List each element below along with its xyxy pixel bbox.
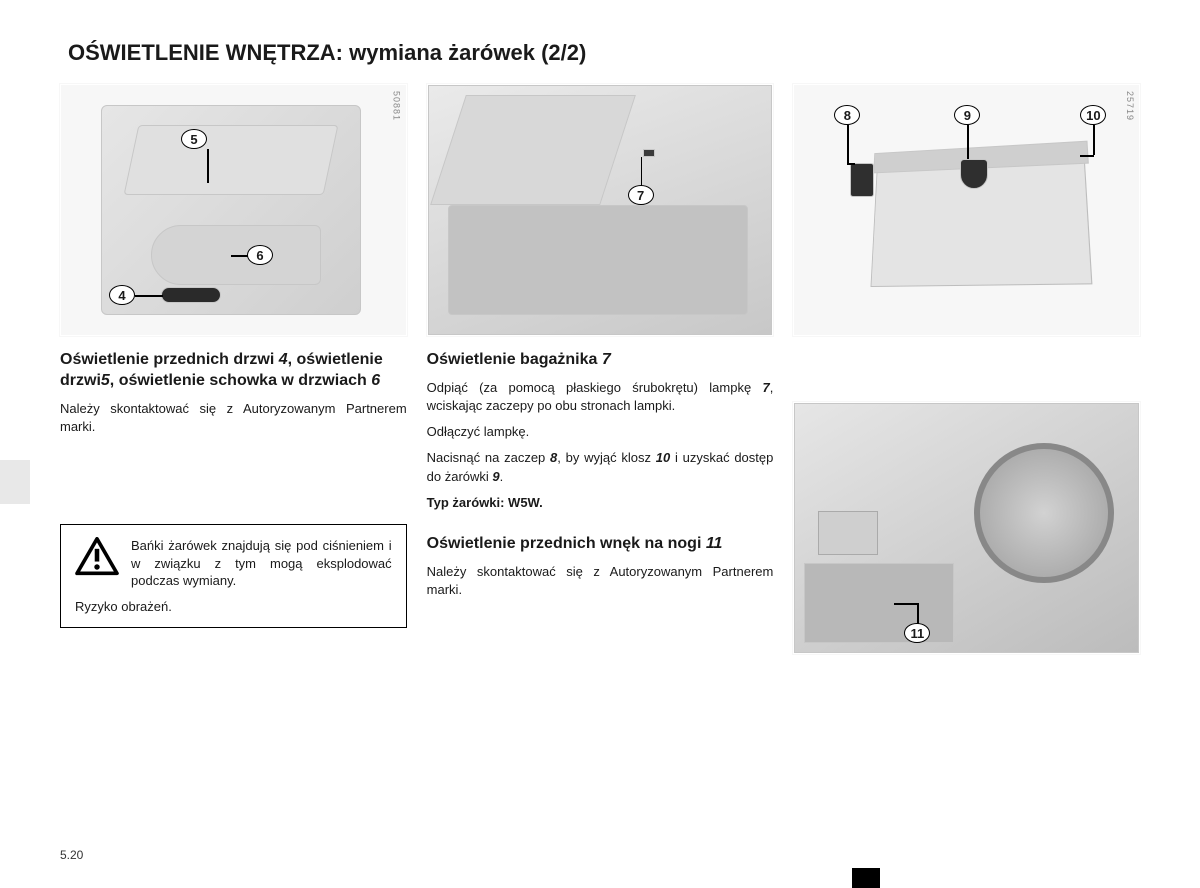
- column-1: 50881 5 6 4 Oświetlenie przednich drzwi …: [60, 84, 407, 668]
- page-number: 5.20: [60, 848, 83, 862]
- callout-5: 5: [181, 129, 207, 149]
- figure-code: 25719: [1125, 91, 1135, 121]
- warning-text-top: Bańki żarówek znajdują się pod ciśnienie…: [131, 537, 392, 590]
- side-tab: [0, 460, 30, 504]
- trunk-p4: Typ żarówki: W5W.: [427, 494, 774, 512]
- trunk-p2: Odłączyć lampkę.: [427, 423, 774, 441]
- figure-trunk: 50957 7: [427, 84, 774, 336]
- warning-text-bottom: Ryzyko obrażeń.: [75, 598, 392, 616]
- content-columns: 50881 5 6 4 Oświetlenie przednich drzwi …: [60, 84, 1140, 668]
- callout-6: 6: [247, 245, 273, 265]
- callout-8: 8: [834, 105, 860, 125]
- figure-door: 50881 5 6 4: [60, 84, 407, 336]
- figure-lamp-unit: 25719 8 9 10: [793, 84, 1140, 336]
- column-2: 50957 7 Oświetlenie bagażnika 7 Odpiąć (…: [427, 84, 774, 668]
- body-door-lights: Należy skontaktować się z Autoryzowanym …: [60, 400, 407, 436]
- figure-code: 50881: [392, 91, 402, 121]
- footwell-p: Należy skontaktować się z Autoryzowanym …: [427, 563, 774, 599]
- figure-footwell: 50978 11: [793, 402, 1140, 654]
- page-title: OŚWIETLENIE WNĘTRZA: wymiana żarówek (2/…: [68, 40, 1140, 66]
- trunk-p3: Nacisnąć na zaczep 8, by wyjąć klosz 10 …: [427, 449, 774, 485]
- heading-trunk-light: Oświetlenie bagażnika 7: [427, 350, 774, 371]
- warning-icon: [75, 537, 119, 577]
- heading-door-lights: Oświetlenie przednich drzwi 4, oświetlen…: [60, 350, 407, 392]
- heading-footwell-light: Oświetlenie przednich wnęk na nogi 11: [427, 534, 774, 555]
- warning-box: Bańki żarówek znajdują się pod ciśnienie…: [60, 524, 407, 628]
- callout-10: 10: [1080, 105, 1106, 125]
- column-3: 25719 8 9 10 50978 11: [793, 84, 1140, 668]
- crop-mark: [852, 868, 880, 888]
- callout-7: 7: [628, 185, 654, 205]
- callout-9: 9: [954, 105, 980, 125]
- trunk-p1: Odpiąć (za pomocą płaskiego śrubokrętu) …: [427, 379, 774, 415]
- callout-4: 4: [109, 285, 135, 305]
